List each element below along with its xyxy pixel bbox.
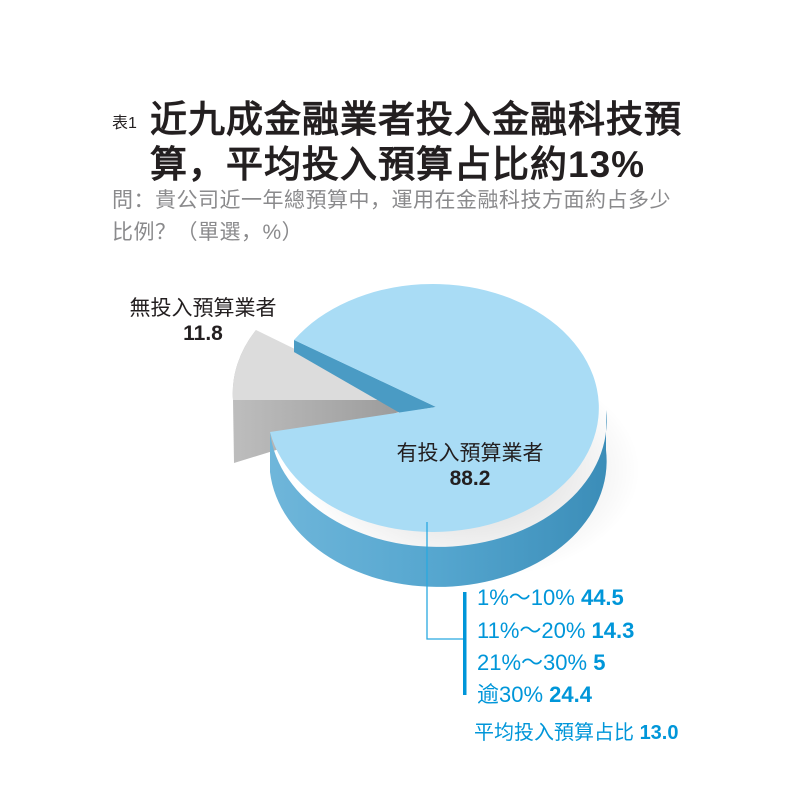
average-value: 13.0 <box>639 722 679 744</box>
breakdown-value: 44.5 <box>580 585 624 610</box>
label-no-investment-value: 11.8 <box>183 322 223 345</box>
breakdown-bar <box>463 592 467 695</box>
question-line1: 問：貴公司近一年總預算中，運用在金融科技方面約占多少 <box>112 189 671 212</box>
breakdown-item: 21%～30% 5 <box>477 645 605 677</box>
breakdown-item: 1%～10% 44.5 <box>477 580 624 612</box>
figure-tag: 表1 <box>112 115 137 132</box>
slice-investment <box>270 283 607 587</box>
breakdown-range: 21%～30% <box>477 650 594 675</box>
chart-title-line1: 近九成金融業者投入金融科技預 <box>150 99 682 140</box>
label-investment: 有投入預算業者 88.2 <box>380 437 560 491</box>
label-investment-name: 有投入預算業者 <box>396 442 544 465</box>
label-no-investment-name: 無投入預算業者 <box>129 297 277 320</box>
average-label: 平均投入預算占比 <box>474 722 640 744</box>
breakdown-range: 逾30% <box>477 682 550 707</box>
connector-line <box>426 522 463 640</box>
breakdown-range: 11%～20% <box>477 618 592 643</box>
chart-title-line2: 算，平均投入預算占比約13% <box>150 144 646 185</box>
breakdown-item: 逾30% 24.4 <box>477 677 592 709</box>
breakdown-value: 5 <box>593 650 606 675</box>
question-line2: 比例？（單選，%） <box>112 221 304 244</box>
label-no-investment: 無投入預算業者 11.8 <box>118 292 288 346</box>
average-share: 平均投入預算占比 13.0 <box>474 716 679 745</box>
breakdown-value: 14.3 <box>591 618 635 643</box>
breakdown-value: 24.4 <box>549 682 592 707</box>
label-investment-value: 88.2 <box>449 467 491 490</box>
breakdown-range: 1%～10% <box>477 585 581 610</box>
breakdown-item: 11%～20% 14.3 <box>477 613 634 645</box>
